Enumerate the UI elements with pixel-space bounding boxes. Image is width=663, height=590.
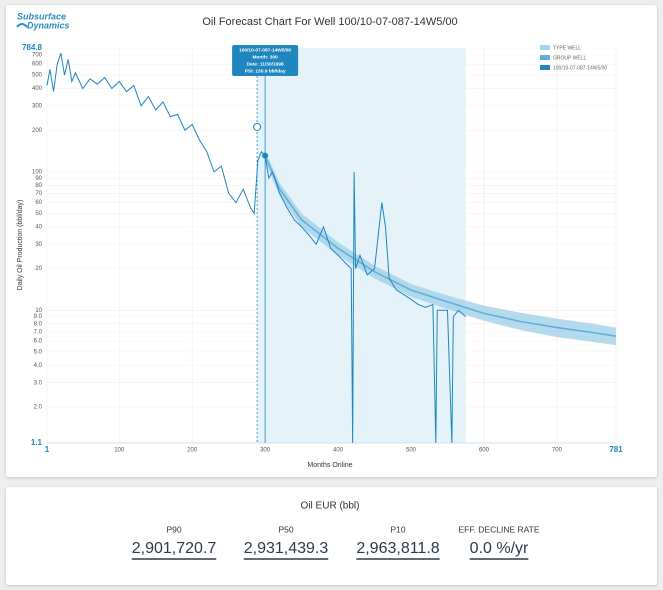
y-tick-label: 5.0 — [34, 350, 43, 356]
point-marker — [253, 122, 262, 131]
logo-text: Dynamics — [27, 20, 70, 30]
y-tick-label: 6.0 — [34, 339, 43, 345]
eur-value: 2,901,720.7 — [132, 540, 217, 557]
x-tick-label: 400 — [333, 448, 344, 454]
eur-label: P10 — [390, 524, 405, 534]
tooltip-line: PSI: 130.9 bbl/day — [245, 68, 286, 74]
forecast-region — [257, 48, 466, 443]
tooltip — [232, 45, 299, 76]
x-tick-label: 500 — [406, 448, 417, 454]
logo-text: Subsurface — [17, 11, 66, 21]
y-tick-label: 70 — [35, 191, 42, 197]
x-tick-label: 300 — [260, 448, 271, 454]
y-tick-label: 50 — [35, 211, 42, 217]
chart-title: Oil Forecast Chart For Well 100/10-07-08… — [202, 16, 457, 28]
logo: Subsurface Dynamics — [16, 11, 70, 30]
y-tick-label: 300 — [32, 103, 43, 109]
legend-label: GROUP WELL — [553, 55, 586, 61]
tooltip-line: Date: 11/30/1998 — [247, 61, 284, 67]
y-tick-label: 8.0 — [34, 321, 43, 327]
y-tick-label: 80 — [35, 183, 42, 189]
x-tick-label: 700 — [552, 448, 563, 454]
legend-label: TYPE WELL — [553, 45, 581, 51]
logo-wave — [16, 23, 28, 28]
y-tick-label: 100 — [32, 169, 43, 175]
series-line — [264, 155, 617, 337]
legend-swatch — [540, 55, 550, 60]
y-tick-label: 400 — [32, 86, 43, 92]
legend-swatch — [540, 65, 550, 70]
legend-label: 100/10-07-087-14W5/00 — [553, 65, 607, 71]
y-tick-label: 4.0 — [34, 363, 43, 369]
y-tick-label: 784.8 — [22, 43, 43, 52]
y-tick-label: 200 — [32, 128, 43, 134]
legend-swatch — [540, 45, 550, 50]
eur-card — [6, 487, 657, 585]
y-tick-label: 600 — [32, 62, 43, 68]
type-well-band — [265, 150, 616, 346]
y-tick-label: 1.1 — [31, 438, 43, 447]
point-marker — [262, 152, 269, 159]
eur-value: 0.0 %/yr — [470, 540, 529, 557]
y-tick-label: 20 — [35, 266, 42, 272]
y-tick-label: 30 — [35, 242, 42, 248]
y-tick-label: 60 — [35, 200, 42, 206]
eur-value: 2,931,439.3 — [244, 540, 329, 557]
eur-values: P90 2,901,720.7 P50 2,931,439.3 P10 2,963,811… — [131, 524, 540, 560]
eur-label: P90 — [166, 524, 181, 534]
x-tick-label: 600 — [479, 448, 490, 454]
eur-label: EFF. DECLINE RATE — [458, 524, 539, 534]
y-axis-label: Daily Oil Production (bbl/day) — [17, 200, 24, 291]
y-tick-label: 9.0 — [34, 314, 43, 320]
y-tick-label: 90 — [35, 176, 42, 182]
x-tick-label: 781 — [609, 445, 623, 454]
y-tick-label: 10 — [35, 308, 42, 314]
x-tick-label: 200 — [187, 448, 198, 454]
y-tick-label: 700 — [32, 52, 43, 58]
plot: 1.1 2.0 3.0 4.0 5.0 6.0 7.0 8.09.010 20 30 40 50 60 7… — [22, 43, 623, 454]
eur-title: Oil EUR (bbl) — [301, 501, 360, 512]
eur-value: 2,963,811.8 — [356, 540, 439, 557]
tooltip-line: Month: 300 — [252, 54, 278, 60]
y-tick-label: 40 — [35, 225, 42, 231]
y-tick-label: 2.0 — [34, 405, 43, 411]
tooltip-line: 100/10-07-087-14W5/00 — [239, 47, 291, 53]
eur-label: P50 — [278, 524, 293, 534]
x-tick-label: 1 — [45, 445, 50, 454]
y-tick-label: 500 — [32, 73, 43, 79]
y-tick-label: 3.0 — [34, 380, 43, 386]
y-tick-label: 7.0 — [34, 329, 43, 335]
x-tick-label: 100 — [114, 448, 125, 454]
x-axis-label: Months Online — [307, 462, 352, 469]
